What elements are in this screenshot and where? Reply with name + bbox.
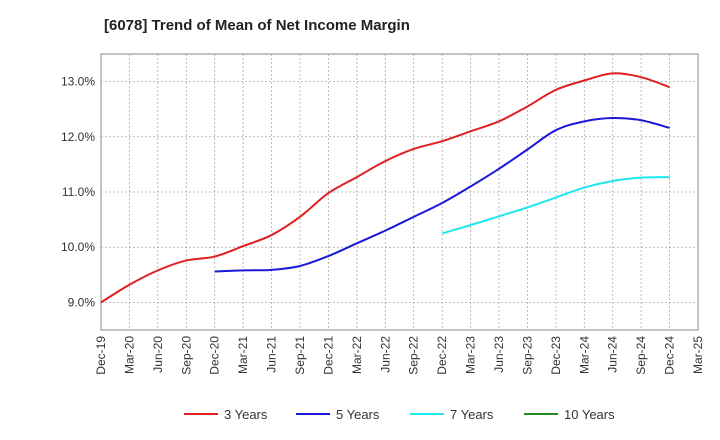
x-tick-label: Dec-24 [663,336,677,375]
x-tick-label: Mar-21 [236,336,250,374]
y-tick-label: 12.0% [61,130,95,144]
x-tick-label: Dec-19 [94,336,108,375]
x-tick-label: Mar-23 [464,336,478,374]
x-axis-ticks: Dec-19 Mar-20 Jun-20 Sep-20 Dec-20 Mar-21 Jun-… [94,336,705,375]
legend-label-3-years: 3 Years [224,407,268,422]
y-tick-label: 9.0% [68,295,96,309]
x-tick-label: Jun-23 [492,336,506,373]
x-tick-label: Sep-24 [634,336,648,375]
x-tick-label: Sep-22 [407,336,421,375]
chart-title: [6078] Trend of Mean of Net Income Margi… [104,17,410,34]
series-line-7-years [441,176,670,235]
y-tick-label: 10.0% [61,240,95,254]
x-tick-label: Dec-20 [208,336,222,375]
x-tick-label: Sep-21 [293,336,307,375]
x-tick-label: Sep-20 [179,336,193,375]
legend-label-5-years: 5 Years [336,407,380,422]
y-tick-label: 13.0% [61,75,95,89]
series-line-3-years [100,72,670,304]
x-tick-label: Dec-22 [435,336,449,375]
x-tick-label: Sep-23 [520,336,534,375]
x-tick-label: Jun-24 [606,336,620,373]
x-tick-label: Mar-20 [122,336,136,374]
x-tick-label: Jun-21 [265,336,279,373]
legend-label-10-years: 10 Years [564,407,615,422]
x-tick-label: Dec-21 [321,336,335,375]
x-tick-label: Mar-24 [577,336,591,374]
x-tick-label: Jun-20 [151,336,165,373]
y-tick-label: 11.0% [62,185,95,199]
legend: 3 Years 5 Years 7 Years 10 Years [184,407,615,422]
x-tick-label: Mar-25 [691,336,705,374]
series-layer [100,72,670,304]
x-tick-label: Mar-22 [350,336,364,374]
x-tick-label: Dec-23 [549,336,563,375]
series-line-5-years [214,117,670,273]
x-tick-label: Jun-22 [378,336,392,373]
legend-label-7-years: 7 Years [450,407,494,422]
y-axis-ticks: 9.0% 10.0% 11.0% 12.0% 13.0% [61,75,95,310]
